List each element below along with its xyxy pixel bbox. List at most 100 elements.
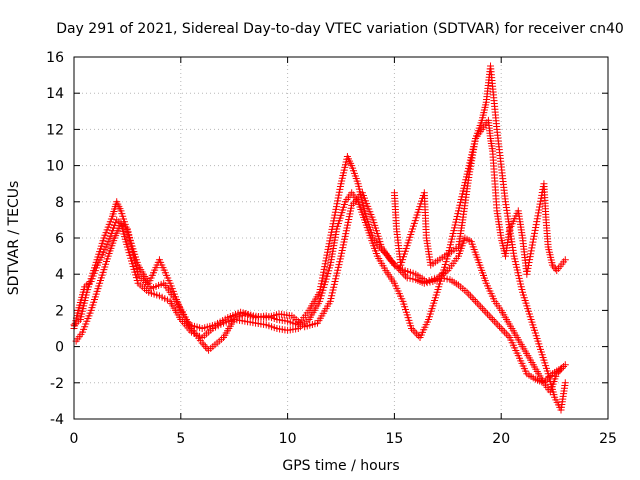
- data-point-fill: [201, 343, 209, 351]
- data-point-fill: [317, 283, 325, 291]
- data-point-fill: [524, 264, 532, 272]
- data-point-fill: [494, 321, 502, 329]
- data-point-fill: [318, 274, 326, 282]
- data-point-fill: [398, 268, 406, 276]
- data-point-fill: [390, 259, 398, 267]
- data-point: [540, 379, 548, 387]
- data-point-fill: [477, 303, 485, 311]
- data-point: [548, 261, 556, 269]
- data-point: [561, 361, 569, 369]
- data-point-fill: [547, 372, 555, 380]
- data-point-fill: [326, 237, 334, 245]
- data-point-fill: [318, 277, 326, 285]
- data-point-fill: [492, 319, 500, 327]
- data-point-fill: [532, 221, 540, 229]
- data-point-fill: [528, 244, 536, 252]
- data-point-fill: [321, 263, 329, 271]
- data-point: [386, 256, 394, 264]
- data-point: [561, 379, 569, 387]
- data-point-fill: [331, 208, 339, 216]
- data-point-fill: [411, 328, 419, 336]
- data-point-fill: [423, 279, 431, 287]
- data-point-fill: [537, 197, 545, 205]
- data-point-fill: [324, 248, 332, 256]
- chart-title: Day 291 of 2021, Sidereal Day-to-day VTE…: [56, 21, 624, 37]
- data-point-fill: [530, 232, 538, 240]
- data-point-fill: [482, 308, 490, 316]
- data-point: [497, 325, 505, 332]
- data-point-fill: [470, 296, 478, 304]
- data-point-fill: [414, 332, 422, 340]
- data-point: [557, 364, 565, 372]
- data-point-fill: [527, 250, 535, 258]
- data-point-fill: [542, 377, 550, 385]
- data-point: [326, 234, 334, 242]
- data-point-fill: [531, 229, 539, 237]
- y-tick-label: 10: [46, 159, 64, 175]
- data-point-fill: [402, 272, 410, 280]
- data-point: [480, 306, 488, 314]
- data-point: [420, 279, 428, 287]
- data-point-fill: [406, 274, 414, 282]
- data-point-fill: [532, 223, 540, 231]
- data-points: [70, 62, 569, 414]
- data-point-fill: [485, 312, 493, 320]
- data-point-fill: [536, 203, 544, 211]
- x-tick-label: 5: [176, 431, 185, 447]
- data-point-fill: [324, 245, 332, 253]
- data-point-fill: [478, 305, 486, 313]
- data-point-fill: [393, 263, 401, 271]
- data-point-fill: [317, 280, 325, 288]
- data-point-fill: [523, 267, 531, 275]
- data-point-fill: [533, 218, 541, 226]
- data-point: [395, 265, 403, 273]
- data-point-fill: [545, 373, 553, 381]
- data-point-fill: [426, 278, 434, 286]
- data-point: [472, 297, 480, 305]
- data-point: [403, 274, 411, 282]
- data-point-fill: [327, 228, 335, 236]
- data-point-fill: [336, 185, 344, 193]
- data-point: [561, 256, 569, 264]
- data-point-fill: [400, 270, 408, 278]
- data-point-fill: [335, 188, 343, 196]
- data-point-fill: [465, 290, 473, 298]
- data-point-fill: [525, 259, 533, 267]
- y-tick-label: 2: [55, 303, 64, 319]
- y-axis-label: SDTVAR / TECUs: [6, 181, 22, 296]
- data-point: [407, 325, 415, 332]
- x-tick-label: 10: [279, 431, 297, 447]
- data-point-fill: [323, 251, 331, 259]
- x-tick-label: 25: [599, 431, 617, 447]
- data-point-fill: [533, 215, 541, 223]
- data-point-fill: [334, 197, 342, 205]
- data-point-fill: [529, 238, 537, 246]
- data-point-fill: [413, 330, 421, 338]
- data-point-fill: [200, 341, 208, 349]
- data-point-fill: [499, 326, 507, 334]
- data-point: [523, 270, 531, 278]
- data-point-fill: [495, 323, 503, 331]
- data-point-fill: [320, 265, 328, 273]
- data-point-fill: [475, 301, 483, 309]
- data-point-fill: [504, 332, 512, 340]
- y-tick-label: 12: [46, 122, 64, 138]
- x-tick-label: 0: [70, 431, 79, 447]
- data-point-fill: [529, 235, 537, 243]
- data-point-fill: [501, 328, 509, 336]
- data-point-fill: [490, 317, 498, 325]
- axis-ticks: [73, 56, 609, 420]
- data-point-fill: [526, 253, 534, 261]
- data-point-fill: [550, 263, 558, 271]
- y-tick-label: 16: [46, 50, 64, 66]
- data-point-fill: [334, 194, 342, 202]
- data-point-fill: [487, 314, 495, 322]
- data-point-fill: [327, 231, 335, 239]
- y-tick-label: 8: [55, 195, 64, 211]
- data-point-fill: [335, 191, 343, 199]
- data-point-fill: [321, 260, 329, 268]
- data-point-fill: [325, 240, 333, 248]
- data-point-fill: [443, 275, 451, 283]
- data-point-fill: [322, 257, 330, 265]
